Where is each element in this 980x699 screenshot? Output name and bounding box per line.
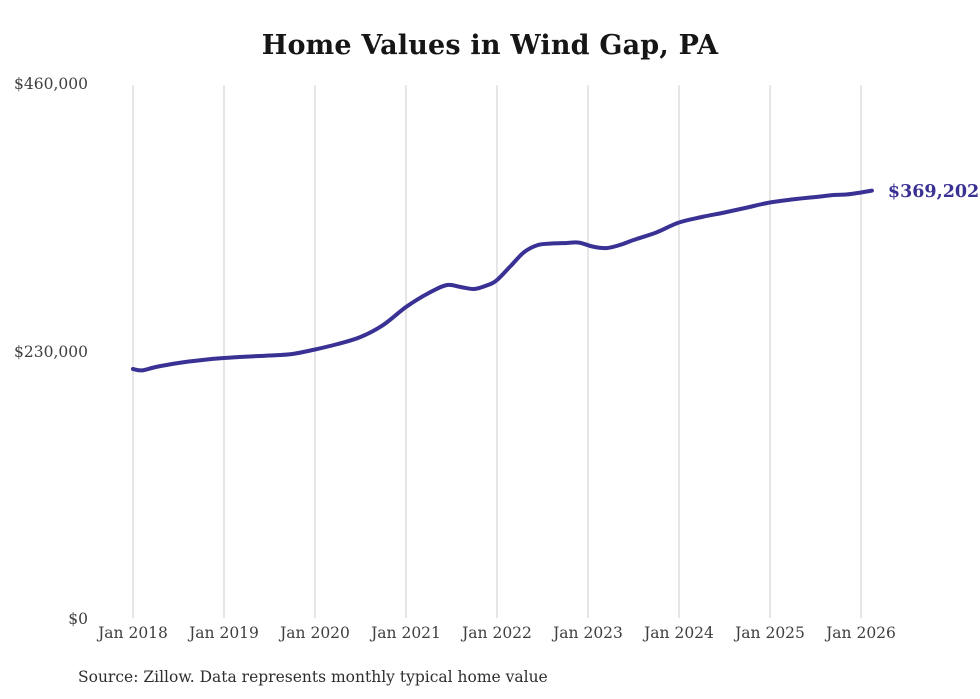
x-tick-label: Jan 2026 bbox=[826, 624, 896, 642]
chart-title: Home Values in Wind Gap, PA bbox=[261, 30, 719, 61]
x-tick-label: Jan 2019 bbox=[189, 624, 259, 642]
y-tick-label: $230,000 bbox=[14, 342, 88, 361]
x-tick-label: Jan 2023 bbox=[553, 624, 623, 642]
home-value-line bbox=[131, 188, 874, 373]
x-tick-label: Jan 2021 bbox=[371, 624, 441, 642]
y-tick-label: $460,000 bbox=[14, 75, 88, 93]
x-tick-label: Jan 2020 bbox=[280, 624, 350, 642]
y-tick-label: $0 bbox=[68, 610, 88, 628]
x-tick-label: Jan 2018 bbox=[98, 624, 168, 642]
x-tick-label: Jan 2024 bbox=[644, 624, 714, 642]
x-tick-label: Jan 2025 bbox=[735, 624, 805, 642]
source-note: Source: Zillow. Data represents monthly … bbox=[78, 668, 548, 686]
x-tick-label: Jan 2022 bbox=[462, 624, 532, 642]
latest-value-label: $369,202 bbox=[887, 181, 980, 202]
